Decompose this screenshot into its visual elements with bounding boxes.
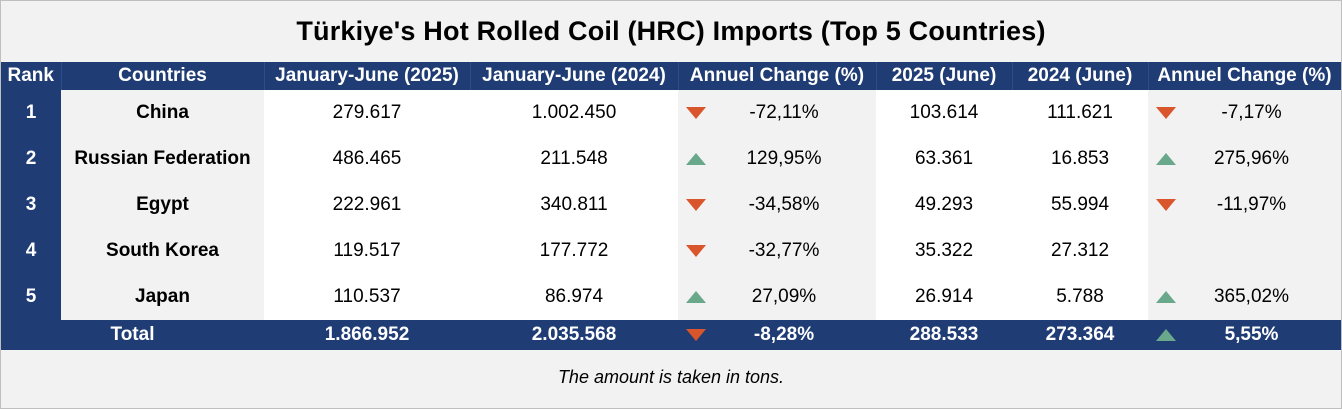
june-change-value: -11,97% — [1216, 194, 1287, 215]
change-arrow-icon — [1148, 329, 1184, 341]
up-triangle-icon — [1156, 329, 1176, 341]
header-h1-annual-change: Annuel Change (%) — [678, 62, 877, 90]
total-h1-change-value: -8,28% — [753, 324, 815, 345]
change-arrow-icon — [678, 329, 714, 341]
june-2025-cell: 26.914 — [876, 274, 1012, 320]
header-jan-jun-2025: January-June (2025) — [264, 62, 471, 90]
change-arrow-icon — [678, 199, 714, 211]
h1-change-cell: 27,09% — [678, 274, 876, 320]
june-change-cell: 275,96% — [1148, 136, 1341, 182]
header-row: Rank Countries January-June (2025) Janua… — [1, 62, 1341, 90]
june-change-cell: 365,02% — [1148, 274, 1341, 320]
header-jan-jun-2024: January-June (2024) — [470, 62, 679, 90]
h1-change-value: 129,95% — [746, 148, 822, 169]
country-cell: Japan — [61, 274, 264, 320]
rank-cell: 1 — [1, 90, 61, 136]
total-h1-2024: 2.035.568 — [470, 320, 678, 350]
total-h1-2025: 1.866.952 — [264, 320, 470, 350]
change-arrow-icon — [678, 291, 714, 303]
h1-2025-cell: 119.517 — [264, 228, 470, 274]
rank-cell: 2 — [1, 136, 61, 182]
down-triangle-icon — [686, 329, 706, 341]
header-june-annual-change: Annuel Change (%) — [1148, 62, 1341, 90]
change-arrow-icon — [678, 245, 714, 257]
h1-change-cell: -72,11% — [678, 90, 876, 136]
imports-table: Rank Countries January-June (2025) Janua… — [1, 62, 1341, 350]
header-countries: Countries — [61, 62, 265, 90]
change-arrow-icon — [1148, 199, 1184, 211]
june-2024-cell: 111.621 — [1012, 90, 1148, 136]
up-triangle-icon — [1156, 153, 1176, 165]
h1-2024-cell: 86.974 — [470, 274, 678, 320]
header-rank: Rank — [1, 62, 62, 90]
footnote: The amount is taken in tons. — [557, 367, 785, 387]
june-2024-cell: 5.788 — [1012, 274, 1148, 320]
up-triangle-icon — [1156, 291, 1176, 303]
h1-2024-cell: 211.548 — [470, 136, 678, 182]
change-arrow-icon — [1148, 291, 1184, 303]
total-h1-change: -8,28% — [678, 320, 876, 350]
rank-cell: 5 — [1, 274, 61, 320]
june-2024-cell: 27.312 — [1012, 228, 1148, 274]
h1-2025-cell: 279.617 — [264, 90, 470, 136]
june-change-cell: -11,97% — [1148, 182, 1341, 228]
h1-change-cell: -32,77% — [678, 228, 876, 274]
header-june-2024: 2024 (June) — [1012, 62, 1149, 90]
table-row: 1 China 279.617 1.002.450 -72,11% 103.61… — [1, 90, 1341, 136]
up-triangle-icon — [686, 291, 706, 303]
rank-cell: 4 — [1, 228, 61, 274]
june-change-value: 275,96% — [1213, 148, 1289, 169]
table-row: 2 Russian Federation 486.465 211.548 129… — [1, 136, 1341, 182]
total-june-change: 5,55% — [1148, 320, 1341, 350]
change-arrow-icon — [1148, 153, 1184, 165]
h1-2024-cell: 340.811 — [470, 182, 678, 228]
h1-change-cell: 129,95% — [678, 136, 876, 182]
change-arrow-icon — [1148, 107, 1184, 119]
change-arrow-icon — [678, 107, 714, 119]
june-2025-cell: 49.293 — [876, 182, 1012, 228]
h1-change-value: -32,77% — [748, 240, 820, 261]
h1-change-value: -34,58% — [748, 194, 820, 215]
change-arrow-icon — [678, 153, 714, 165]
down-triangle-icon — [686, 107, 706, 119]
june-2024-cell: 55.994 — [1012, 182, 1148, 228]
h1-2025-cell: 110.537 — [264, 274, 470, 320]
page-title: Türkiye's Hot Rolled Coil (HRC) Imports … — [296, 16, 1046, 46]
down-triangle-icon — [686, 245, 706, 257]
table-row: 5 Japan 110.537 86.974 27,09% 26.914 5.7… — [1, 274, 1341, 320]
up-triangle-icon — [686, 153, 706, 165]
country-cell: Egypt — [61, 182, 264, 228]
total-june-2025: 288.533 — [876, 320, 1012, 350]
table-row: 4 South Korea 119.517 177.772 -32,77% 35… — [1, 228, 1341, 274]
country-cell: Russian Federation — [61, 136, 264, 182]
country-cell: South Korea — [61, 228, 264, 274]
down-triangle-icon — [1156, 107, 1176, 119]
h1-change-value: -72,11% — [749, 102, 819, 123]
june-2025-cell: 35.322 — [876, 228, 1012, 274]
rank-cell: 3 — [1, 182, 61, 228]
june-change-cell — [1148, 228, 1341, 274]
h1-2024-cell: 177.772 — [470, 228, 678, 274]
down-triangle-icon — [686, 199, 706, 211]
down-triangle-icon — [1156, 199, 1176, 211]
june-2025-cell: 63.361 — [876, 136, 1012, 182]
h1-2024-cell: 1.002.450 — [470, 90, 678, 136]
june-2024-cell: 16.853 — [1012, 136, 1148, 182]
total-june-change-value: 5,55% — [1224, 324, 1279, 345]
june-2025-cell: 103.614 — [876, 90, 1012, 136]
total-label: Total — [1, 320, 264, 350]
june-change-cell: -7,17% — [1148, 90, 1341, 136]
table-row: 3 Egypt 222.961 340.811 -34,58% 49.293 5… — [1, 182, 1341, 228]
h1-2025-cell: 222.961 — [264, 182, 470, 228]
header-june-2025: 2025 (June) — [876, 62, 1013, 90]
total-june-2024: 273.364 — [1012, 320, 1148, 350]
h1-change-value: 27,09% — [751, 286, 817, 307]
country-cell: China — [61, 90, 264, 136]
h1-2025-cell: 486.465 — [264, 136, 470, 182]
june-change-value: 365,02% — [1213, 286, 1289, 307]
h1-change-cell: -34,58% — [678, 182, 876, 228]
total-row: Total 1.866.952 2.035.568 -8,28% 288.533… — [1, 320, 1341, 350]
june-change-value: -7,17% — [1221, 102, 1282, 123]
